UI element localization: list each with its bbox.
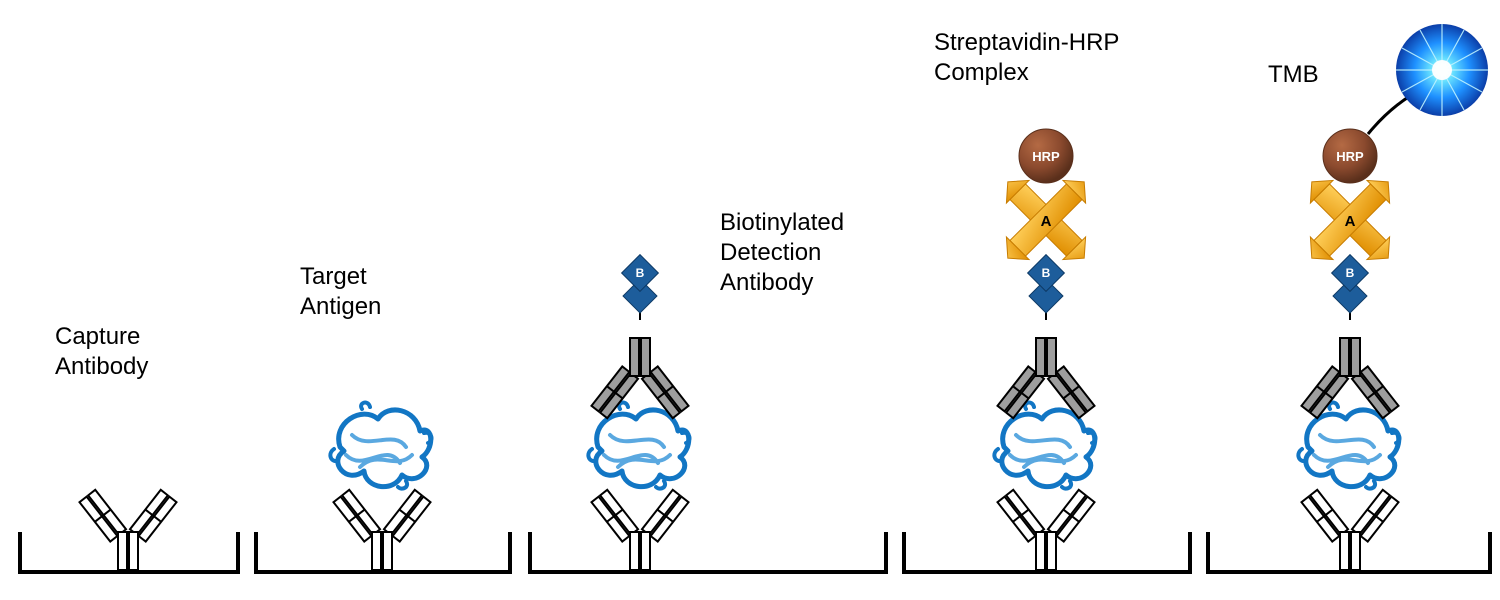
capture-antibody-icon [997, 490, 1094, 570]
label-detection-antibody: Biotinylated Detection Antibody [720, 208, 844, 298]
detection-antibody-icon [1301, 338, 1398, 418]
tmb-signal-icon [1396, 24, 1488, 116]
panel-2-stack [330, 403, 431, 570]
label-target-antigen: Target Antigen [300, 262, 381, 322]
capture-antibody-icon [79, 490, 176, 570]
hrp-icon [1323, 129, 1377, 183]
capture-antibody-icon [591, 490, 688, 570]
antigen-icon [330, 403, 431, 489]
detection-antibody-icon [997, 338, 1094, 418]
panel-3-stack [588, 255, 689, 570]
label-streptavidin-hrp: Streptavidin-HRP Complex [934, 28, 1119, 88]
biotin-icon [1028, 255, 1065, 320]
hrp-icon [1019, 129, 1073, 183]
biotin-icon [1332, 255, 1369, 320]
capture-antibody-icon [333, 490, 430, 570]
label-tmb: TMB [1268, 60, 1319, 90]
panel-4-stack [994, 129, 1095, 570]
label-capture-antibody: Capture Antibody [55, 322, 148, 382]
well-3 [530, 532, 886, 572]
panel-1-stack [79, 490, 176, 570]
elisa-diagram: B A HRP [0, 0, 1500, 600]
panel-5-stack [1298, 24, 1488, 570]
biotin-icon [622, 255, 659, 320]
capture-antibody-icon [1301, 490, 1398, 570]
diagram-svg: B A HRP [0, 0, 1500, 600]
detection-antibody-icon [591, 338, 688, 418]
